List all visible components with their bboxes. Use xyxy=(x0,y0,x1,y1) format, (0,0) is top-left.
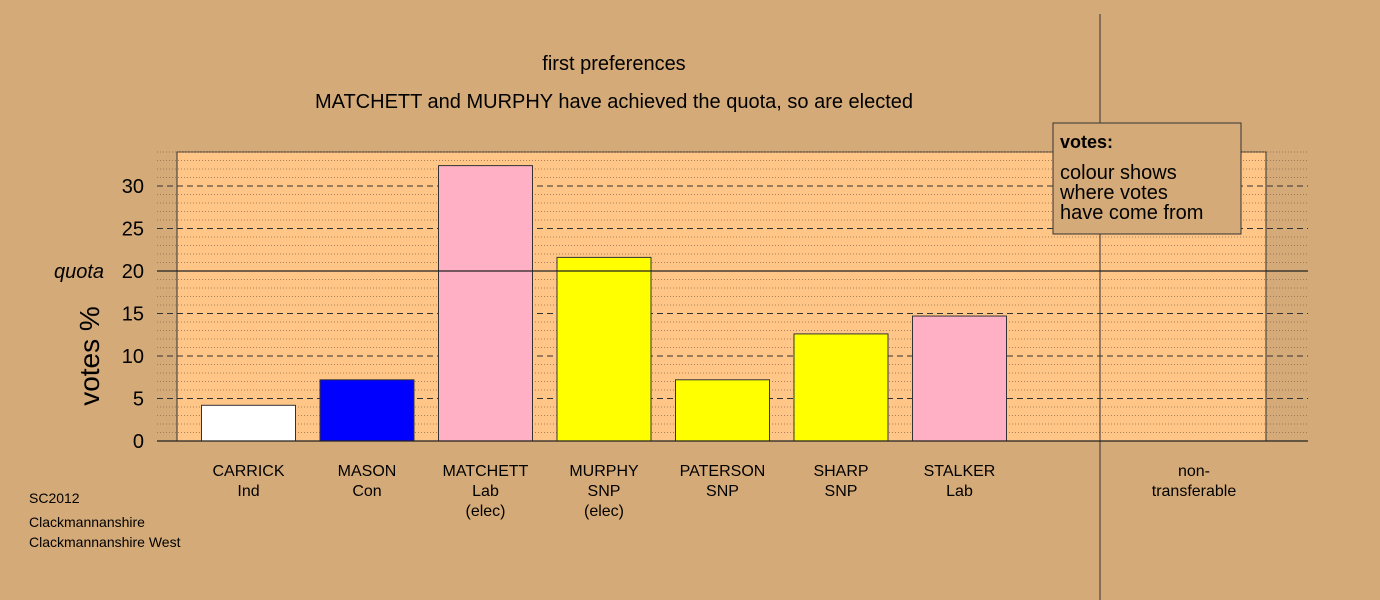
legend: votes: colour shows where votes have com… xyxy=(1052,122,1242,235)
y-axis-label: votes % xyxy=(74,306,105,406)
legend-title: votes: xyxy=(1060,132,1113,152)
axis-layer: CARRICK Ind MASON Con MATCHETT Lab (elec) MURPH… xyxy=(54,176,1308,520)
bar-matchett xyxy=(438,165,533,442)
category-label: Lab xyxy=(472,483,499,500)
bar-murphy xyxy=(556,256,652,442)
category-label: (elec) xyxy=(465,503,505,520)
category-label: Ind xyxy=(237,483,259,500)
y-tick-label: 5 xyxy=(133,389,144,411)
bar-sharp xyxy=(793,333,889,442)
category-label: MURPHY xyxy=(569,463,639,480)
legend-line: have come from xyxy=(1060,202,1203,224)
legend-line: colour shows xyxy=(1060,162,1177,184)
quota-label: quota xyxy=(54,261,104,283)
bar-mason xyxy=(319,379,415,442)
category-label: STALKER xyxy=(924,463,996,480)
category-label: PATERSON xyxy=(680,463,766,480)
chart-subtitle: MATCHETT and MURPHY have achieved the qu… xyxy=(315,91,913,113)
chart-title: first preferences xyxy=(542,53,685,75)
category-label: SHARP xyxy=(813,463,868,480)
y-tick-label: 15 xyxy=(122,304,144,326)
footer-line: Clackmannanshire West xyxy=(29,534,181,550)
y-tick-label: 10 xyxy=(122,346,144,368)
y-tick-label: 25 xyxy=(122,219,144,241)
category-label-non-transferable: transferable xyxy=(1152,483,1237,500)
footer-line: SC2012 xyxy=(29,490,80,506)
category-label: Lab xyxy=(946,483,973,500)
footer-line: Clackmannanshire xyxy=(29,514,145,530)
category-label-non-transferable: non- xyxy=(1178,463,1210,480)
category-label: MATCHETT xyxy=(443,463,529,480)
legend-line: where votes xyxy=(1059,182,1168,204)
category-label: SNP xyxy=(825,483,858,500)
category-label: MASON xyxy=(338,463,397,480)
bars-layer xyxy=(201,165,1007,442)
bar-carrick xyxy=(201,404,296,442)
bar-stalker xyxy=(912,315,1007,442)
y-tick-label: 30 xyxy=(122,176,144,198)
y-tick-label: 0 xyxy=(133,431,144,453)
legend-box xyxy=(1052,122,1242,235)
y-tick-label: 20 xyxy=(122,261,144,283)
category-label: (elec) xyxy=(584,503,624,520)
category-label: SNP xyxy=(706,483,739,500)
category-label: Con xyxy=(352,483,381,500)
category-label: SNP xyxy=(588,483,621,500)
bar-paterson xyxy=(675,379,770,442)
category-label: CARRICK xyxy=(212,463,284,480)
footer: SC2012 Clackmannanshire Clackmannanshire… xyxy=(29,490,181,550)
